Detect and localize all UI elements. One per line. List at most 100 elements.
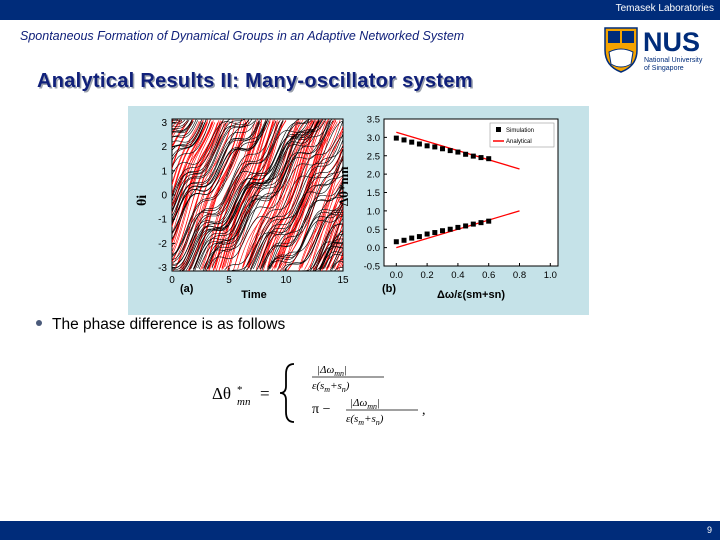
panel-a-trajectory [171, 119, 267, 224]
panel-b-ytick-label: 0.5 [367, 225, 380, 236]
panel-b-xtick-label: 0.4 [451, 270, 464, 281]
panel-a-trajectory [213, 120, 277, 271]
panel-a-trajectory [171, 119, 203, 143]
panel-b-simulation-point [440, 146, 446, 152]
slide-heading: Analytical Results II: Many-oscillator s… [37, 70, 473, 92]
bullet-text: The phase difference is as follows [52, 316, 286, 333]
panel-b-simulation-point [486, 218, 492, 224]
panel-a-trajectory [268, 168, 344, 269]
panel-a-trajectory [171, 120, 250, 212]
panel-a-trajectory [298, 144, 344, 269]
panel-b: 0.0 0.2 0.4 0.6 0.8 1.0 3.5 3.0 2.5 2.0 1.5 1.0 0.5 0… [336, 115, 559, 301]
panel-a-trajectory [188, 119, 320, 270]
panel-a-trajectory [252, 154, 344, 270]
panel-b-simulation-point [486, 156, 492, 162]
panel-a-trajectory [258, 119, 315, 270]
panel-b-simulation-point [455, 149, 461, 155]
panel-a-trajectory [171, 120, 315, 265]
panel-b-simulation-point [463, 151, 469, 157]
panel-a-trajectory [262, 119, 325, 271]
panel-a-trajectory [267, 122, 321, 271]
panel-a-xtick-label: 10 [280, 275, 292, 286]
panel-a-trajectory [274, 121, 327, 268]
panel-a-trajectory [171, 119, 250, 198]
panel-a-trajectory [171, 122, 203, 151]
header-bar: Temasek Laboratories [0, 0, 720, 20]
panel-a-trajectory [341, 263, 344, 268]
panel-a-trajectory [171, 120, 270, 257]
panel-b-ytick-label: 2.0 [367, 170, 380, 181]
panel-a-trajectory [224, 120, 344, 271]
panel-a-trajectory [171, 120, 198, 138]
logo-line-2: of Singapore [644, 65, 684, 72]
panel-a-trajectory [243, 158, 344, 271]
nus-logo: NUS National University of Singapore [604, 27, 703, 73]
panel-a-trajectory [274, 120, 337, 270]
panel-b-simulation-point [455, 224, 461, 230]
panel-a-trajectory [275, 121, 338, 268]
panel-a-xtick-label: 15 [337, 275, 349, 286]
bullet-dot [36, 319, 42, 326]
svg-text:*: * [237, 384, 243, 396]
panel-a-trajectory [173, 121, 237, 271]
panel-a-trajectory [332, 258, 344, 269]
panel-a-trajectory [211, 119, 331, 269]
panel-a-ytick-label: 0 [161, 191, 167, 202]
panel-a-trajectory [260, 182, 344, 270]
panel-a-trajectory [171, 121, 204, 196]
panel-b-simulation-point [416, 234, 422, 240]
panel-a-label: (a) [180, 283, 194, 295]
panel-a-trajectory [171, 118, 231, 202]
panel-a-trajectory [301, 215, 344, 272]
panel-a-trajectory [329, 261, 344, 271]
panel-a-trajectory [171, 118, 245, 208]
panel-a-trajectory [171, 121, 204, 151]
panel-a-trajectory [261, 184, 344, 271]
panel-b-simulation-point [447, 226, 453, 232]
panel-a-ytick-label: -2 [158, 239, 167, 250]
panel-a-trajectory [171, 119, 224, 196]
svg-text:ε(sm+sn): ε(sm+sn) [312, 380, 350, 394]
panel-a-trajectory [312, 185, 344, 269]
logo-wordmark: NUS [643, 27, 700, 57]
panel-b-simulation-point [470, 221, 476, 227]
nus-crest-icon [604, 27, 638, 73]
panel-b-xtick-label: 0.0 [390, 270, 403, 281]
panel-a-trajectory [207, 118, 312, 268]
panel-a-xtick-label: 0 [169, 275, 175, 286]
panel-b-ytick-label: 1.5 [367, 188, 380, 199]
panel-b-ytick-label: 1.0 [367, 206, 380, 217]
legend-simulation: Simulation [506, 128, 534, 134]
panel-a-trajectory [245, 139, 344, 271]
panel-a-trajectory [257, 165, 344, 269]
panel-b-simulation-point [424, 143, 430, 149]
panel-b-simulation-point [393, 239, 399, 245]
panel-b-ytick-label: 0.0 [367, 243, 380, 254]
panel-a-trajectory [171, 119, 310, 255]
panel-a-trajectory [171, 119, 268, 256]
panel-a-trajectory [172, 121, 194, 134]
panel-b-label: (b) [382, 283, 396, 295]
panel-b-simulation-point [424, 231, 430, 237]
panel-a-ylabel: θi [135, 195, 150, 206]
panel-a-trajectory [171, 121, 277, 263]
panel-a-trajectory [171, 119, 281, 261]
bullet-item: The phase difference is as follows [36, 316, 285, 334]
panel-b-ylabel: Δθ*mn [336, 166, 351, 206]
panel-a-trajectory [315, 246, 343, 270]
panel-a-trajectory [171, 121, 261, 224]
svg-text:ε(sm+sn): ε(sm+sn) [346, 413, 384, 427]
svg-text:π −: π − [312, 402, 331, 417]
panel-a-trajectory [171, 121, 284, 269]
svg-text:mn: mn [237, 396, 251, 408]
panel-a-trajectory [260, 119, 322, 271]
svg-text:=: = [260, 384, 270, 403]
panel-a-trajectory [171, 119, 253, 213]
panel-a-trajectory [171, 119, 186, 125]
panel-a-trajectory [171, 120, 243, 175]
panel-a-trajectory [193, 120, 247, 270]
footer-bar: 9 [0, 521, 720, 540]
panel-a-trajectory [313, 217, 344, 272]
legend: Simulation Analytical [489, 122, 555, 148]
panel-a-trajectory [171, 119, 193, 132]
